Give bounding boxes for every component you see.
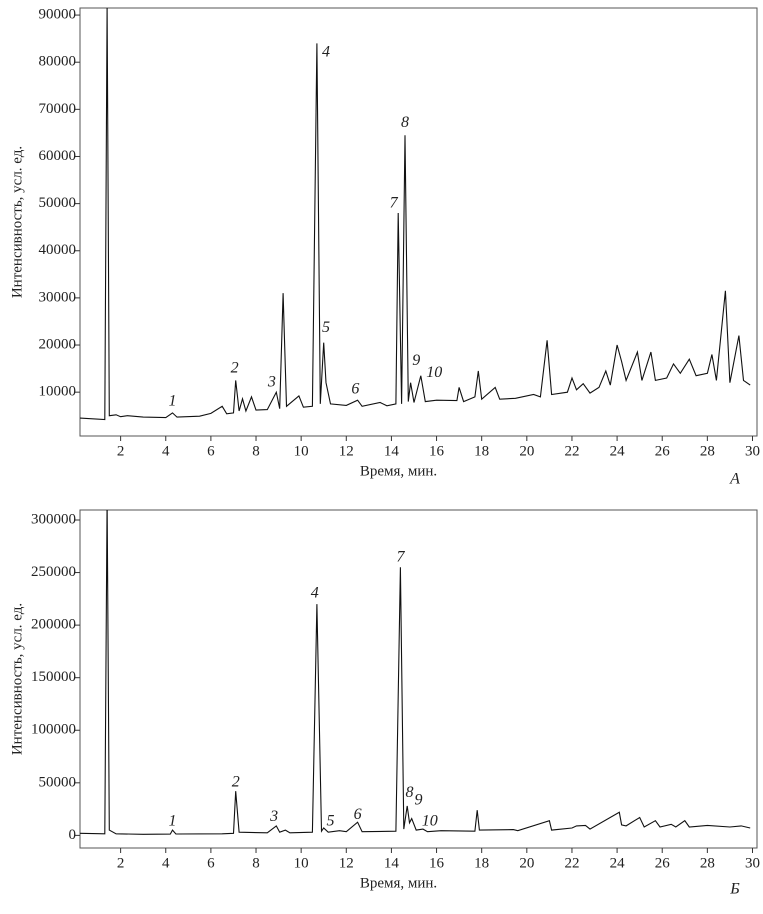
x-tick-label: 4 <box>162 443 170 459</box>
peak-label: 4 <box>311 584 319 601</box>
x-tick-label: 18 <box>474 855 489 871</box>
x-tick-label: 20 <box>519 855 534 871</box>
peak-label: 2 <box>232 773 240 790</box>
x-tick-label: 22 <box>564 855 579 871</box>
x-tick-label: 22 <box>564 443 579 459</box>
x-tick-label: 26 <box>655 443 671 459</box>
x-tick-label: 16 <box>429 443 445 459</box>
plot-frame <box>79 7 758 437</box>
chromatogram-line <box>80 510 751 835</box>
peak-label: 5 <box>322 319 330 336</box>
y-tick-label: 70000 <box>39 101 77 117</box>
peak-label: 6 <box>354 806 362 823</box>
x-tick-label: 2 <box>117 443 125 459</box>
y-tick-label: 0 <box>69 827 77 843</box>
x-tick-label: 14 <box>384 443 400 459</box>
peak-label: 3 <box>269 808 278 825</box>
panel-label: Б <box>729 881 740 898</box>
x-tick-label: 20 <box>519 443 534 459</box>
peak-label: 5 <box>326 812 334 829</box>
x-tick-label: 10 <box>294 855 309 871</box>
peak-label: 6 <box>351 380 359 397</box>
x-tick-label: 16 <box>429 855 445 871</box>
y-tick-label: 20000 <box>39 336 77 352</box>
y-tick-label: 90000 <box>39 7 77 23</box>
y-tick-label: 50000 <box>39 774 77 790</box>
panel-label: А <box>729 471 740 488</box>
peak-label: 4 <box>322 43 330 60</box>
y-tick-label: 80000 <box>39 54 77 70</box>
x-tick-label: 4 <box>162 855 170 871</box>
x-tick-label: 2 <box>117 855 125 871</box>
peak-label: 2 <box>231 359 239 376</box>
y-tick-label: 250000 <box>31 564 76 580</box>
peak-label: 7 <box>390 194 399 211</box>
y-axis-label: Интенсивность, усл. ед. <box>9 146 25 298</box>
x-tick-label: 6 <box>207 855 215 871</box>
y-tick-label: 40000 <box>39 242 77 258</box>
peak-label: 1 <box>169 812 177 829</box>
x-tick-label: 28 <box>700 443 715 459</box>
peak-label: 10 <box>426 364 442 381</box>
x-tick-label: 14 <box>384 855 400 871</box>
x-tick-label: 10 <box>294 443 309 459</box>
peak-label: 9 <box>412 352 420 369</box>
peak-label: 7 <box>396 549 405 566</box>
x-tick-label: 24 <box>610 443 626 459</box>
x-tick-label: 24 <box>610 855 626 871</box>
chromatogram-line <box>80 8 751 421</box>
y-tick-label: 200000 <box>31 617 76 633</box>
peak-label: 1 <box>169 392 177 409</box>
peak-label: 9 <box>415 791 423 808</box>
y-tick-label: 10000 <box>39 384 77 400</box>
x-tick-label: 30 <box>745 855 760 871</box>
x-tick-label: 18 <box>474 443 489 459</box>
peak-label: 8 <box>405 784 413 801</box>
peak-label: 3 <box>267 373 276 390</box>
x-tick-label: 28 <box>700 855 715 871</box>
y-tick-label: 150000 <box>31 669 76 685</box>
x-tick-label: 6 <box>207 443 215 459</box>
y-tick-label: 60000 <box>39 148 77 164</box>
x-tick-label: 30 <box>745 443 760 459</box>
y-tick-label: 100000 <box>31 722 76 738</box>
x-tick-label: 8 <box>252 855 260 871</box>
peak-label: 8 <box>401 114 409 131</box>
x-tick-label: 8 <box>252 443 260 459</box>
y-tick-label: 50000 <box>39 195 77 211</box>
y-tick-label: 300000 <box>31 511 76 527</box>
plot-frame <box>79 509 758 849</box>
y-axis-label: Интенсивность, усл. ед. <box>9 603 25 755</box>
peak-label: 10 <box>422 812 438 829</box>
x-tick-label: 12 <box>339 443 354 459</box>
x-tick-label: 12 <box>339 855 354 871</box>
x-axis-label: Время, мин. <box>360 875 437 891</box>
x-tick-label: 26 <box>655 855 671 871</box>
x-axis-label: Время, мин. <box>360 463 437 479</box>
y-tick-label: 30000 <box>39 289 77 305</box>
